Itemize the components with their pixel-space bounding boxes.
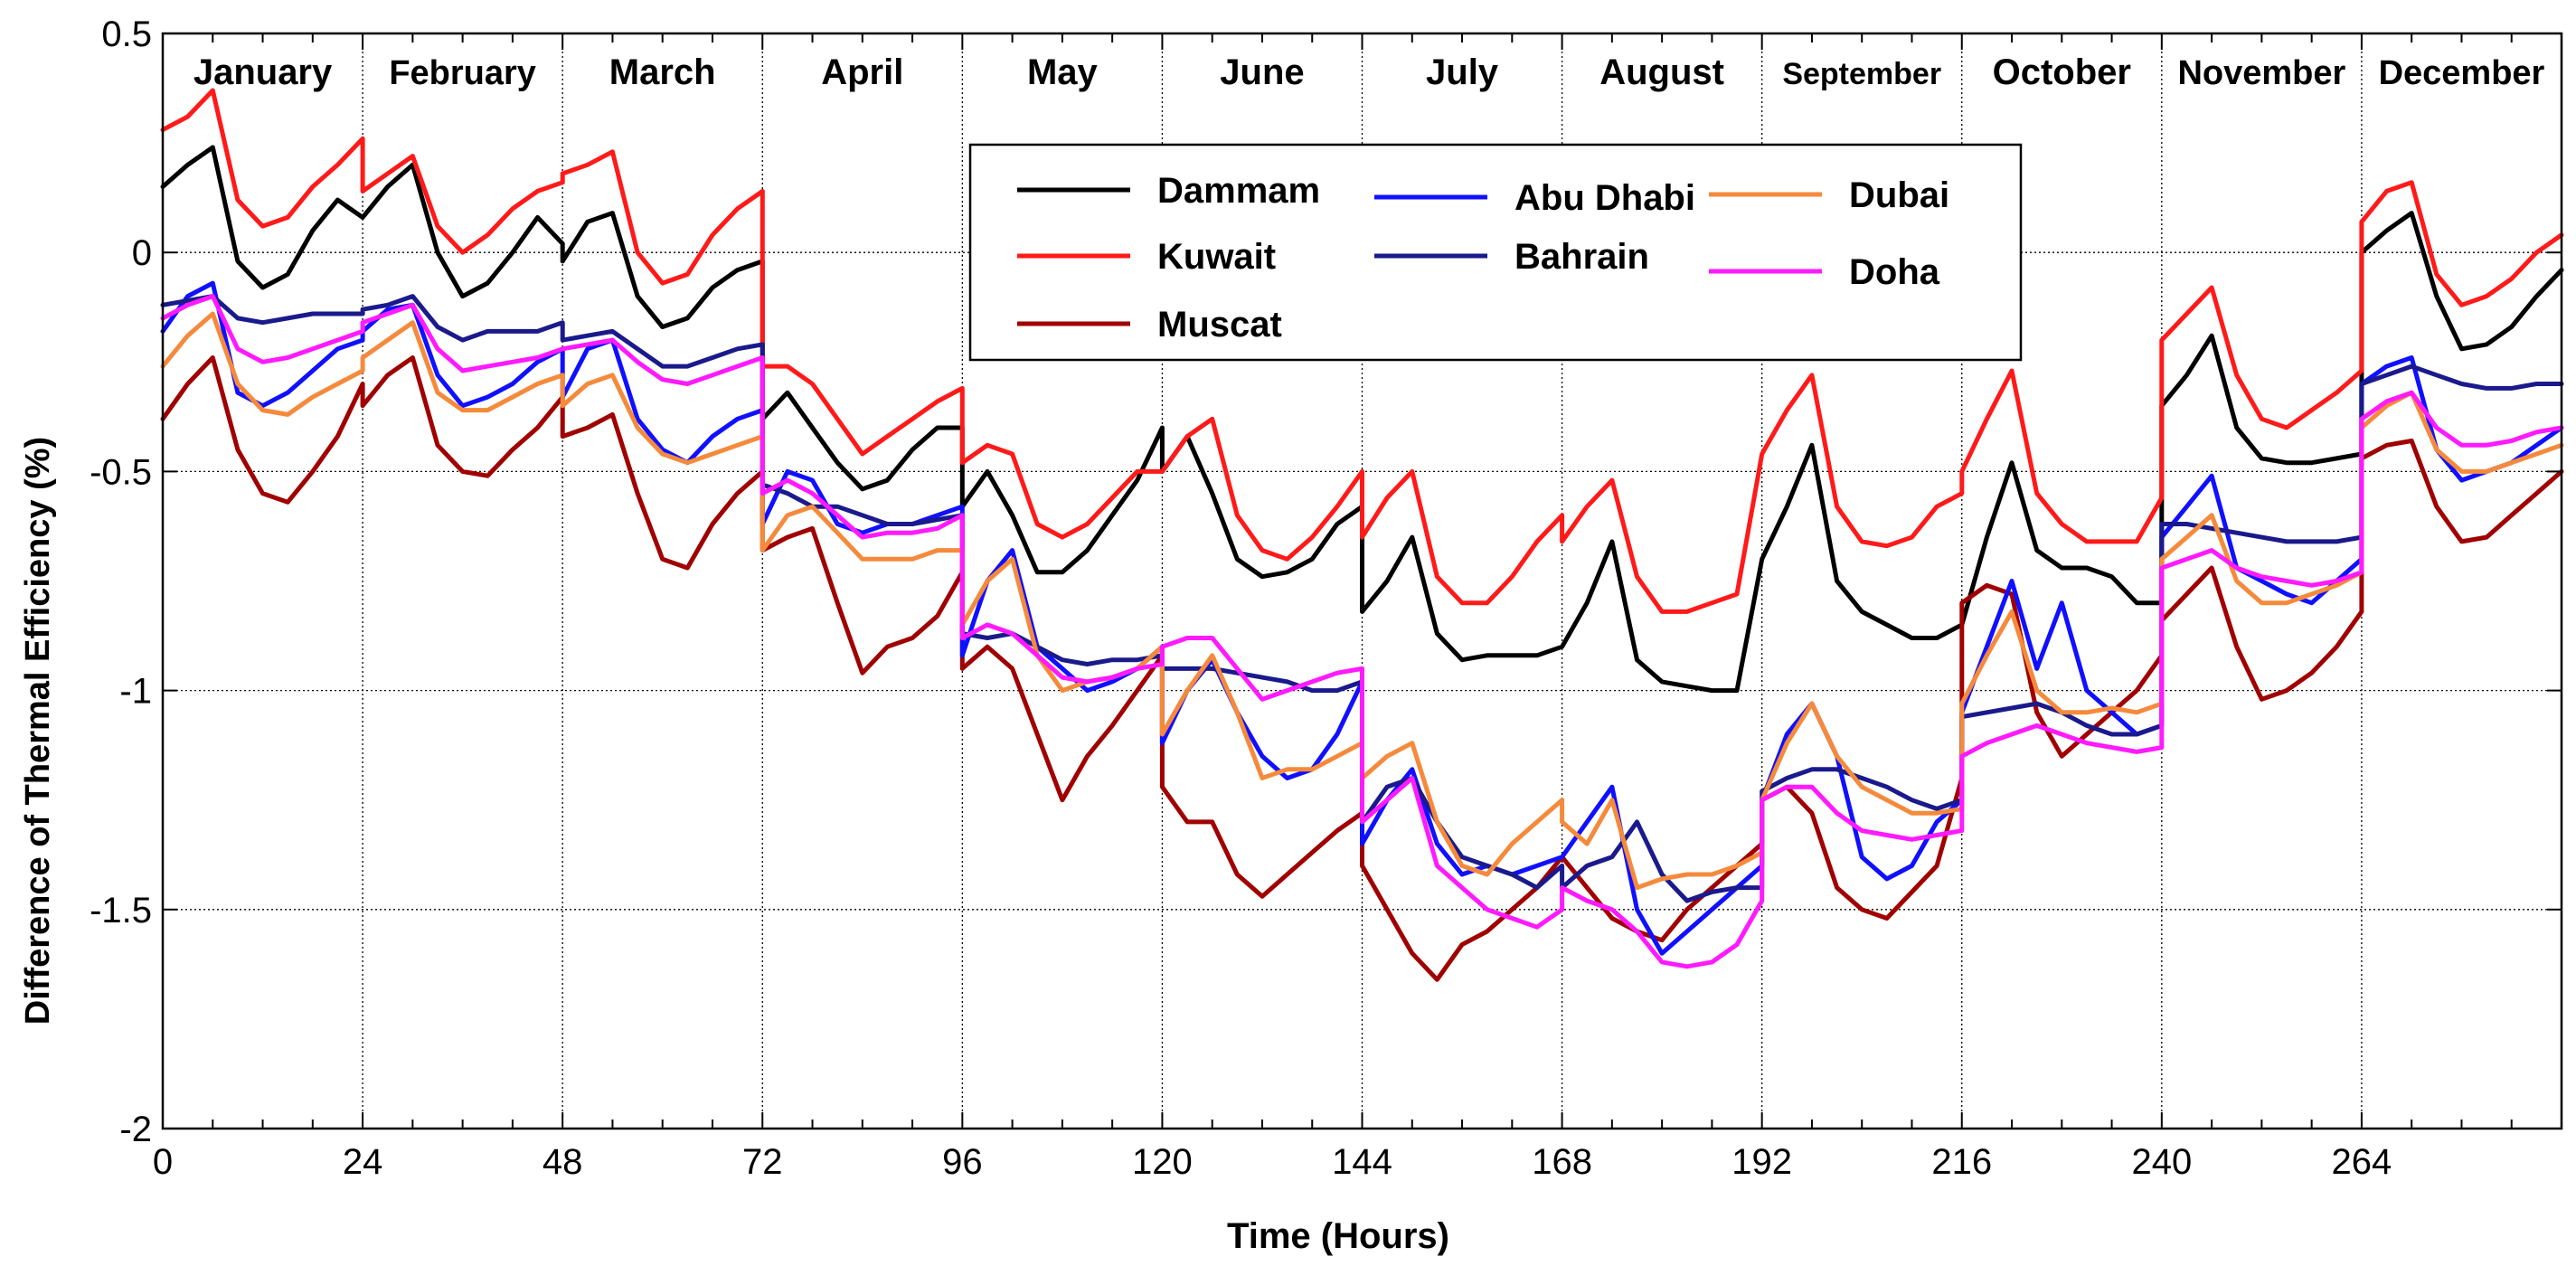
- legend-label-muscat: Muscat: [1157, 305, 1282, 345]
- month-label-june: June: [1220, 52, 1304, 92]
- month-label-august: August: [1599, 52, 1724, 92]
- legend-label-dubai: Dubai: [1849, 175, 1949, 215]
- y-tick-label: -0.5: [90, 452, 152, 492]
- y-tick-label: 0: [132, 233, 152, 273]
- legend-label-kuwait: Kuwait: [1157, 237, 1276, 277]
- month-labels: January February March April May June July Augu…: [193, 52, 2545, 92]
- month-label-april: April: [821, 52, 903, 92]
- month-label-february: February: [389, 54, 536, 92]
- legend-label-bahrain: Bahrain: [1514, 237, 1649, 277]
- x-tick-label: 168: [1532, 1142, 1592, 1182]
- x-tick-label: 240: [2131, 1142, 2192, 1182]
- legend: Dammam Kuwait Muscat Abu Dhabi Bahrain Dubai D…: [968, 143, 2023, 362]
- x-tick-label: 0: [153, 1142, 173, 1182]
- x-tick-label: 96: [942, 1142, 983, 1182]
- x-tick-label: 264: [2332, 1142, 2392, 1182]
- y-tick-label: -1: [119, 672, 152, 712]
- month-label-october: October: [1993, 52, 2131, 92]
- y-tick-label: 0.5: [101, 14, 152, 54]
- y-tick-label: -2: [119, 1110, 152, 1149]
- x-tick-label: 72: [742, 1142, 783, 1182]
- y-axis-label: Difference of Thermal Efficiency (%): [19, 437, 57, 1025]
- legend-box: [968, 143, 2023, 362]
- x-tick-label: 144: [1332, 1142, 1392, 1182]
- month-label-december: December: [2379, 54, 2545, 92]
- legend-label-abu-dhabi: Abu Dhabi: [1514, 178, 1695, 218]
- x-tick-label: 120: [1132, 1142, 1193, 1182]
- x-axis-label: Time (Hours): [1227, 1216, 1449, 1256]
- month-label-july: July: [1426, 52, 1499, 92]
- x-tick-label: 192: [1731, 1142, 1792, 1182]
- y-tick-label: -1.5: [90, 891, 152, 931]
- series-lines: [160, 88, 2564, 982]
- x-tick-label: 216: [1931, 1142, 1992, 1182]
- series-line-doha: [160, 294, 2564, 969]
- month-label-november: November: [2177, 54, 2345, 92]
- month-label-january: January: [193, 52, 333, 92]
- series-line-kuwait: [160, 88, 2564, 614]
- month-label-may: May: [1027, 52, 1099, 92]
- legend-label-dammam: Dammam: [1157, 171, 1320, 211]
- month-label-september: September: [1782, 57, 1941, 91]
- x-tick-label: 48: [543, 1142, 583, 1182]
- month-label-march: March: [609, 52, 716, 92]
- x-tick-label: 24: [343, 1142, 383, 1182]
- axis-ticks: -2 -1.5 -1 -0.5 0 0.5 0 24 48 72 96 120 144 168 192 216…: [90, 14, 2562, 1182]
- legend-label-doha: Doha: [1849, 252, 1940, 292]
